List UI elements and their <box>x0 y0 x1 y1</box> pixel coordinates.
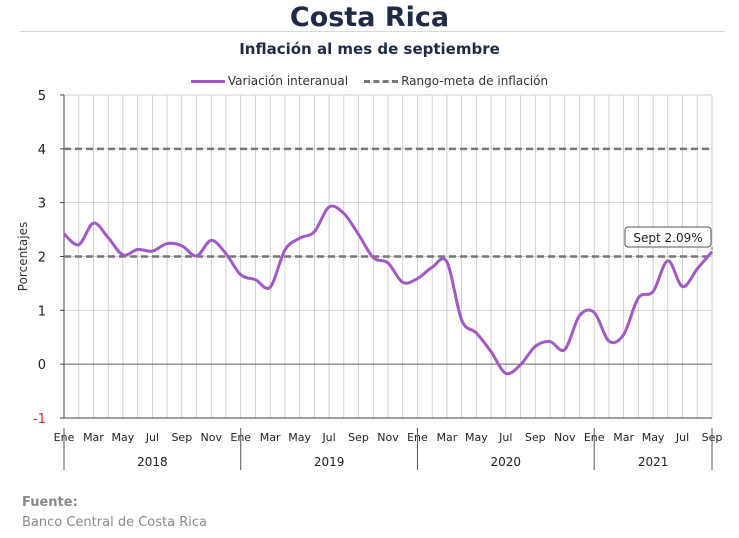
chart-subtitle: Inflación al mes de septiembre <box>239 40 500 58</box>
legend-swatch-series <box>190 79 225 83</box>
x-tick-label: Sep <box>525 431 546 444</box>
x-tick-label: Sep <box>171 431 192 444</box>
series-line-variacion-interanual <box>62 204 714 376</box>
x-tick-label: Jul <box>321 431 335 444</box>
y-tick-label: 0 <box>38 358 46 373</box>
y-tick-label: 3 <box>38 197 46 212</box>
x-tick-label: Jul <box>675 431 689 444</box>
source-text: Banco Central de Costa Rica <box>22 515 207 530</box>
year-label: 2018 <box>137 455 168 469</box>
y-tick-label: -1 <box>33 412 46 427</box>
source-label: Fuente: <box>22 495 78 510</box>
title-divider <box>20 31 725 32</box>
annotation-box <box>624 226 712 248</box>
legend-item-target: Rango-meta de inflación <box>364 74 548 88</box>
year-label: 2020 <box>491 455 522 469</box>
x-tick-label: Jul <box>145 431 159 444</box>
legend-label-series: Variación interanual <box>227 74 349 88</box>
year-label: 2021 <box>638 455 669 469</box>
annotation-label: Sept 2.09% <box>633 231 702 245</box>
legend-label-target: Rango-meta de inflación <box>401 74 549 88</box>
x-tick-label: May <box>642 431 665 444</box>
x-tick-label: May <box>288 431 311 444</box>
x-tick-label: May <box>112 431 135 444</box>
legend-item-series: Variación interanual <box>190 74 349 88</box>
x-tick-label: Mar <box>260 431 281 444</box>
x-tick-label: Sep <box>348 431 369 444</box>
y-tick-label: 4 <box>38 143 46 158</box>
y-axis-title: Porcentajes <box>16 222 30 291</box>
x-tick-label: Nov <box>554 431 576 444</box>
y-tick-label: 2 <box>38 251 46 266</box>
y-tick-label: 5 <box>38 89 46 104</box>
x-tick-label: Mar <box>83 431 104 444</box>
y-tick-label: 1 <box>38 304 46 319</box>
x-tick-label: Jul <box>498 431 512 444</box>
x-tick-label: Mar <box>437 431 458 444</box>
x-tick-label: Nov <box>201 431 223 444</box>
x-tick-label: Mar <box>613 431 634 444</box>
x-tick-label: May <box>465 431 488 444</box>
legend-swatch-target <box>364 79 399 83</box>
chart-legend: Variación interanual Rango-meta de infla… <box>0 72 739 90</box>
year-label: 2019 <box>314 455 345 469</box>
page-title: Costa Rica <box>289 2 450 33</box>
x-tick-label: Nov <box>377 431 399 444</box>
